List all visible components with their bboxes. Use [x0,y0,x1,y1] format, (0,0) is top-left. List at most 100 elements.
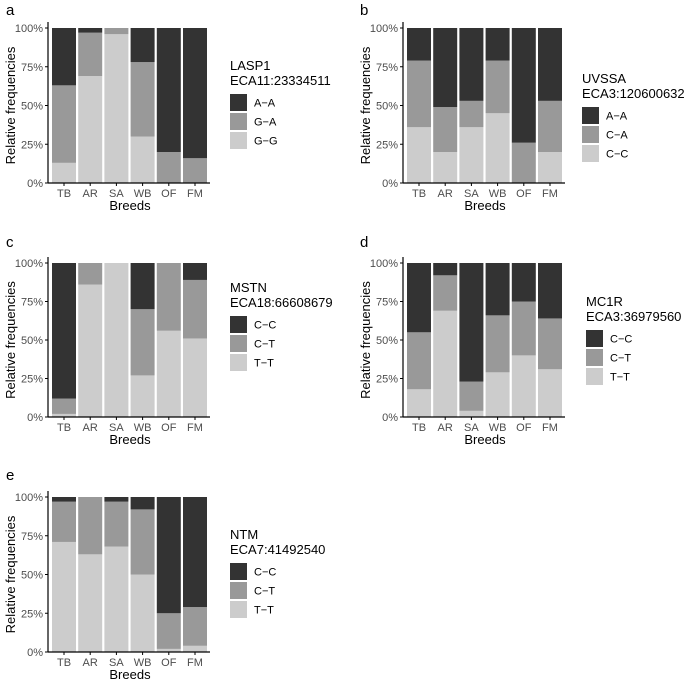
legend-locus: ECA7:41492540 [230,542,325,557]
y-tick-label: 25% [376,139,398,151]
bar-ar-aa [78,28,103,33]
bar-tb-cc [407,127,431,183]
bar-wb-ct [485,315,510,373]
x-tick-label: SA [109,657,124,669]
chart-panel-a: a TB AR SA WB OF FM 0% 25% 50% 75% 100% Breeds Relati… [3,2,331,213]
bar-ar-aa [433,28,458,108]
bar-sa-cc [104,497,129,502]
bar-wb-aa [485,28,510,61]
x-tick-label: OF [161,188,177,200]
x-tick-label: AR [83,657,98,669]
legend-key-label: T−T [254,358,274,370]
x-tick-label: SA [464,422,479,434]
bar-sa-ca [459,100,484,128]
bar-of-cc [156,497,181,614]
x-tick-label: FM [187,657,203,669]
x-tick-label: FM [542,422,558,434]
legend-key-swatch [230,354,247,371]
x-tick-label: WB [489,188,507,200]
bar-fm-ga [183,158,207,183]
legend-key-label: A−A [606,111,628,123]
bar-fm-cc [183,497,207,608]
x-tick-label: FM [542,188,558,200]
y-axis-title: Relative frequencies [3,281,18,399]
bar-wb-cc [130,263,155,310]
bar-of-cc [511,263,536,302]
panel-letter: e [6,467,14,484]
bar-of-ga [156,152,181,183]
bar-fm-ct [183,279,207,339]
x-tick-label: AR [83,188,98,200]
y-tick-label: 25% [376,374,398,386]
bar-wb-cc [485,113,510,183]
legend-key-label: C−A [606,130,628,142]
x-tick-label: WB [134,657,152,669]
bar-tb-ct [52,398,76,414]
bar-of-ct [511,301,536,356]
legend-key-swatch [582,107,599,124]
bar-wb-ga [130,62,155,137]
legend-key-swatch [586,349,603,366]
bar-wb-ct [130,309,155,376]
x-tick-label: OF [516,188,532,200]
x-axis-title: Breeds [109,198,151,213]
panel-letter: b [360,2,368,19]
x-axis-title: Breeds [464,198,506,213]
y-tick-label: 25% [21,608,43,620]
y-tick-label: 75% [21,531,43,543]
bar-wb-aa [130,28,155,63]
bar-wb-ca [485,60,510,114]
bar-sa-tt [459,410,484,417]
bar-tb-ga [52,85,76,163]
bar-ar-tt [78,554,103,652]
bar-sa-gg [104,34,129,184]
legend-key-swatch [230,335,247,352]
y-tick-label: 100% [370,258,398,270]
legend-gene-name: MSTN [230,280,267,295]
legend-key-swatch [586,368,603,385]
bar-tb-ca [407,60,431,128]
bar-tb-ct [52,501,76,542]
bar-tb-cc [52,263,76,399]
bar-of-tt [156,330,181,417]
x-tick-label: OF [161,422,177,434]
bar-fm-aa [538,28,562,101]
bar-of-ct [156,263,181,331]
bar-sa-ct [104,501,129,547]
chart-panel-e: e TB AR SA WB OF FM 0% 25% 50% 75% 100% Breeds Relati… [3,467,325,682]
y-tick-label: 50% [376,335,398,347]
bar-tb-tt [407,389,431,417]
chart-panel-d: d TB AR SA WB OF FM 0% 25% 50% 75% 100% Breeds Relati… [358,234,681,447]
x-tick-label: SA [109,188,124,200]
bar-sa-cc [459,263,484,382]
bar-sa-aa [459,28,484,101]
bar-ar-ct [78,497,103,555]
x-tick-label: AR [83,422,98,434]
bar-fm-cc [183,263,207,280]
y-axis-title: Relative frequencies [3,46,18,164]
y-axis-title: Relative frequencies [358,46,373,164]
x-tick-label: WB [134,422,152,434]
x-tick-label: OF [516,422,532,434]
bar-wb-tt [130,574,155,652]
bar-wb-cc [485,263,510,316]
y-tick-label: 50% [21,570,43,582]
bar-sa-ga [104,28,129,35]
x-tick-label: TB [57,188,71,200]
bar-fm-cc [538,152,562,183]
legend-key-label: A−A [254,98,276,110]
legend-key-swatch [230,113,247,130]
chart-panel-b: b TB AR SA WB OF FM 0% 25% 50% 75% 100% Breeds Relati… [358,2,685,213]
bar-ar-ct [78,263,103,285]
x-axis-title: Breeds [464,432,506,447]
y-tick-label: 0% [382,178,398,190]
legend-locus: ECA3:120600632 [582,86,685,101]
bar-of-tt [511,355,536,417]
bar-ar-ct [433,275,458,311]
y-tick-label: 0% [27,647,43,659]
x-axis-title: Breeds [109,432,151,447]
